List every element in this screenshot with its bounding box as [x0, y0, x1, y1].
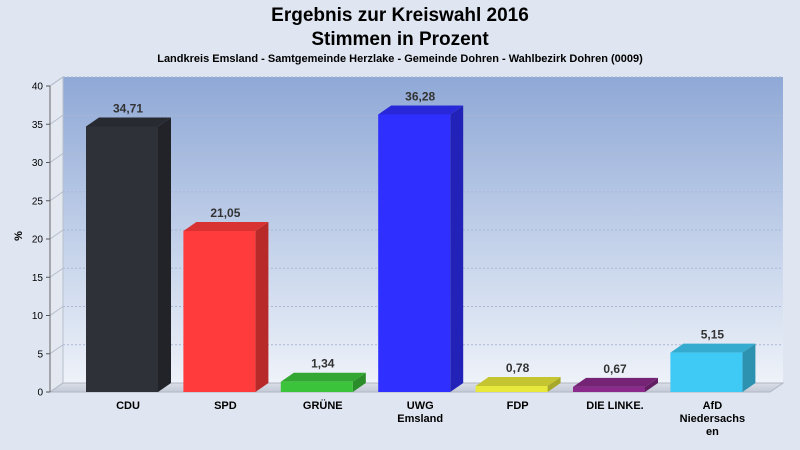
bar-side — [255, 221, 269, 392]
bar-value-label: 36,28 — [405, 89, 435, 103]
x-tick-label: CDU — [116, 400, 140, 412]
x-tick-label: AfD — [703, 400, 723, 412]
bar — [670, 352, 743, 392]
bar-side — [742, 343, 756, 392]
x-tick-label: Niedersachs — [680, 413, 745, 425]
gridline-side — [49, 229, 64, 240]
bar-top — [280, 372, 366, 382]
bar-value-label: 5,15 — [701, 328, 725, 342]
x-tick-label: DIE LINKE. — [586, 400, 643, 412]
y-tick-label: 5 — [37, 349, 43, 360]
gridline-side — [49, 267, 64, 278]
bar-value-label: 0,78 — [506, 361, 530, 375]
bar-top — [378, 105, 464, 115]
bar — [183, 230, 256, 392]
bar-top — [573, 377, 658, 387]
bar-top — [183, 221, 269, 231]
gridline-side — [49, 114, 64, 125]
gridline-side — [49, 344, 64, 355]
bar — [280, 381, 353, 392]
y-tick-label: 35 — [32, 120, 44, 131]
bar-side — [352, 372, 366, 392]
y-tick-label: 20 — [32, 235, 44, 246]
x-tick-label: GRÜNE — [303, 399, 343, 412]
y-tick-label: 10 — [32, 311, 44, 322]
y-tick-label: 40 — [32, 82, 44, 93]
y-axis-label: % — [13, 231, 25, 241]
y-tick-label: 30 — [32, 158, 44, 169]
bar-top — [86, 117, 171, 127]
chart-title-line-1: Ergebnis zur Kreiswahl 2016 — [271, 5, 529, 26]
bar — [573, 386, 645, 392]
bar-side — [547, 377, 561, 392]
bar-top — [670, 343, 756, 353]
bar-value-label: 0,67 — [603, 362, 627, 376]
bar-value-label: 1,34 — [311, 357, 335, 371]
bar — [86, 126, 158, 392]
x-tick-label: en — [706, 426, 719, 438]
gridline-side — [49, 153, 64, 163]
bar — [475, 386, 548, 392]
y-tick-label: 25 — [32, 196, 44, 207]
bar-value-label: 21,05 — [210, 206, 240, 220]
bar-value-label: 34,71 — [113, 101, 143, 115]
gridline-side — [49, 191, 64, 202]
bar — [378, 114, 451, 392]
chart-title: Ergebnis zur Kreiswahl 2016 Stimmen in P… — [0, 4, 800, 52]
chart-subtitle: Landkreis Emsland - Samtgemeinde Herzlak… — [157, 53, 643, 65]
y-tick-label: 15 — [32, 273, 44, 284]
x-tick-label: SPD — [214, 400, 237, 412]
gridline-side — [49, 76, 64, 87]
y-tick-label: 0 — [37, 388, 43, 399]
bar-side — [158, 117, 171, 392]
x-tick-label: UWG — [407, 400, 434, 412]
bar-side — [645, 377, 658, 392]
chart-title-line-2: Stimmen in Prozent — [311, 29, 489, 50]
x-tick-label: Emsland — [397, 413, 443, 425]
gridline-side — [49, 306, 64, 316]
bar-side — [450, 105, 464, 392]
x-tick-label: FDP — [507, 400, 529, 412]
bar-top — [475, 377, 561, 387]
